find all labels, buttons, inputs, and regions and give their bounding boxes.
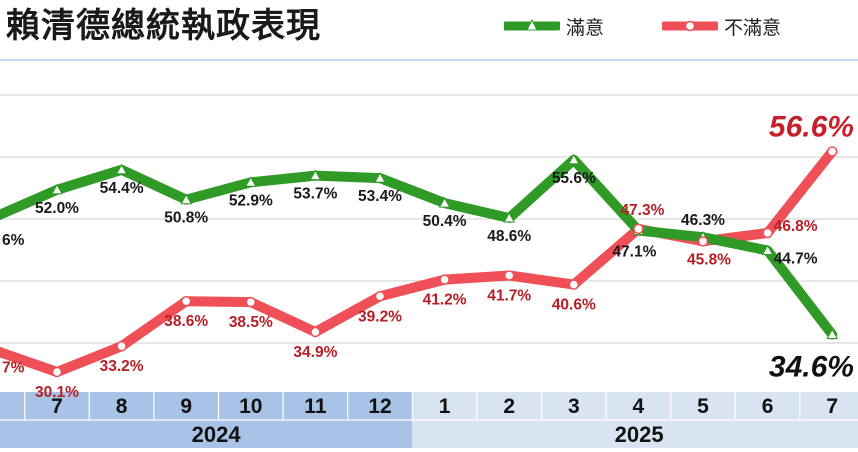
dissatisfied-point [51,366,63,378]
satisfied-data-label: 46.3% [681,212,725,229]
satisfied-point [115,163,128,175]
dissatisfied-data-label: 38.5% [229,314,273,331]
satisfied-data-label: 54.4% [100,180,144,197]
satisfied-data-label: 50.4% [423,213,467,230]
x-tick-label: 10 [239,395,262,418]
x-tick-label: 11 [304,395,327,418]
dissatisfied-point [568,279,580,290]
satisfied-point [180,193,193,205]
dissatisfied-point [762,227,773,239]
dissatisfied-point [503,270,515,281]
satisfied-point [761,244,774,255]
satisfied-data-label: 52.0% [35,200,79,217]
year-label-2024: 2024 [192,422,242,447]
x-tick-label: 7 [51,395,63,418]
x-tick-label: 9 [180,395,192,418]
legend-satisfied: 滿意 [504,12,604,40]
dissatisfied-point [439,274,450,285]
satisfied-point [826,328,839,340]
x-tick-label: 8 [116,395,128,418]
x-tick-label: 1 [439,395,451,418]
dissatisfied-point [310,326,321,338]
dissatisfied-data-label: 41.2% [423,292,467,309]
x-tick-label: 2 [503,395,515,418]
dissatisfied-data-label: 30.1% [35,384,79,401]
satisfied-data-label: 47.1% [612,244,656,261]
dissatisfied-data-label: 45.8% [687,251,731,268]
legend-satisfied-label: 滿意 [566,16,605,39]
legend-dissatisfied-swatch [662,20,718,32]
legend-dissatisfied: 不滿意 [662,12,781,40]
satisfied-data-label: 48.6% [487,228,531,245]
legend-satisfied-swatch [504,18,560,31]
satisfied-data-label: 44.7% [774,250,818,267]
x-tick-label: 3 [568,395,580,418]
dissatisfied-latest-label: 56.6% [769,110,854,143]
satisfied-point [51,183,63,195]
dissatisfied-data-label: 46.8% [774,218,818,235]
dissatisfied-data-label: 41.7% [487,287,531,304]
satisfied-point [503,212,516,223]
x-tick-label: 5 [697,395,709,418]
satisfied-data-label: 55.6% [552,170,596,187]
dissatisfied-point [116,340,127,352]
dissatisfied-point [245,296,257,308]
satisfied-line [0,154,838,340]
satisfied-point [374,172,386,183]
satisfied-point [567,153,580,165]
x-tick-label: 4 [633,395,645,418]
dissatisfied-data-label: 39.2% [358,308,402,325]
satisfied-data-label: 52.9% [229,192,273,209]
dissatisfied-data-label: 38.6% [164,313,208,330]
dissatisfied-data-label: 34.9% [293,344,337,361]
satisfied-data-label: 53.7% [293,186,337,203]
dissatisfied-point [633,223,644,235]
legend-dissatisfied-label: 不滿意 [724,16,782,39]
chart-title: 賴清德總統執政表現 [6,6,321,46]
dissatisfied-point [374,291,386,302]
satisfied-data-label: 50.8% [164,210,208,227]
dissatisfied-data-label: 47.3% [620,202,664,219]
dissatisfied-point [180,295,192,307]
x-tick-label: 6 [762,395,774,418]
dissatisfied-point [826,146,838,157]
x-tick-label: 7 [826,395,838,418]
x-tick-label: 12 [368,395,391,418]
satisfied-point [244,176,257,187]
satisfied-partial-label: 6% [2,232,25,249]
satisfied-point [309,169,322,181]
satisfied-data-label: 53.4% [358,188,402,205]
satisfied-point [438,197,451,208]
satisfied-latest-label: 34.6% [769,351,854,384]
dissatisfied-point [697,236,709,247]
dissatisfied-partial-label: 7% [2,360,25,377]
dissatisfied-data-label: 33.2% [100,358,144,375]
dissatisfied-data-label: 40.6% [552,297,596,314]
year-label-2025: 2025 [615,422,664,447]
